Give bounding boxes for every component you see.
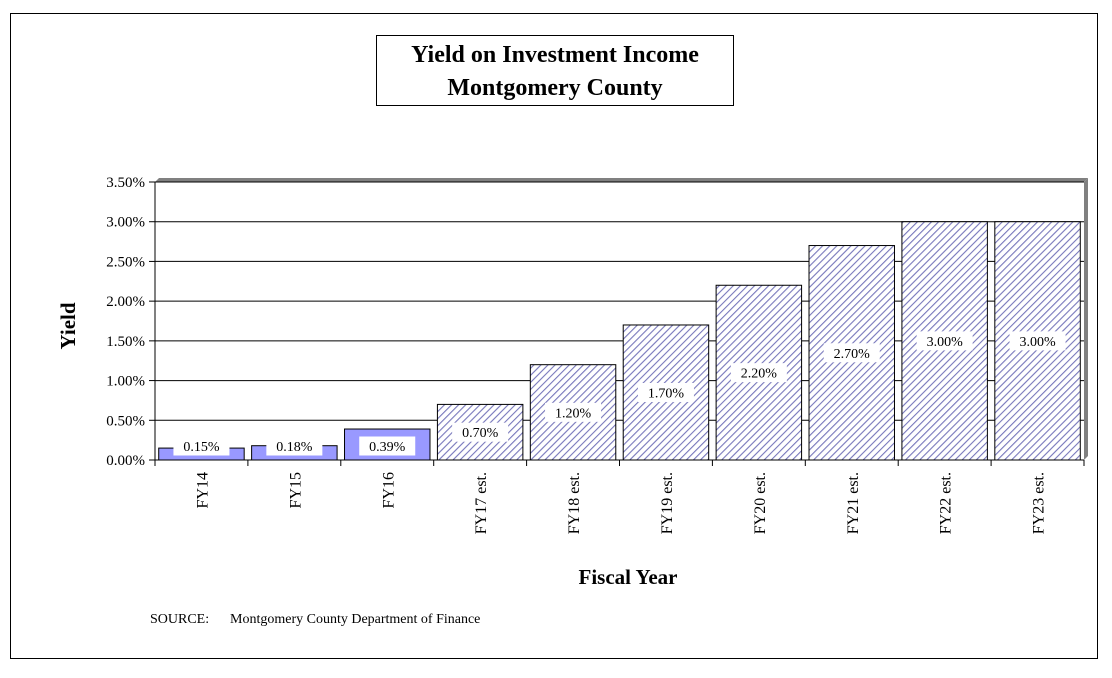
data-label-box: [545, 402, 602, 422]
x-tick-label: FY14: [194, 472, 211, 508]
data-label: 0.15%: [183, 440, 220, 455]
y-tick-label: 3.00%: [106, 215, 145, 231]
source-text: Montgomery County Department of Finance: [230, 612, 481, 627]
y-tick-label: 0.50%: [106, 413, 145, 429]
y-tick-label: 2.50%: [106, 254, 145, 270]
x-tick-label: FY15: [287, 472, 304, 508]
bar-labels: 0.15% 0.18% 0.39% 0.70% 1.20% 1.70% 2.20% 2.70%…: [173, 331, 1066, 456]
wall-right: [1084, 178, 1088, 460]
chart-title-line-2: Montgomery County: [447, 75, 663, 101]
x-tick-label: FY20 est.: [752, 472, 769, 534]
x-tick-label: FY18 est.: [566, 472, 583, 534]
data-label: 3.00%: [1019, 335, 1056, 350]
data-label: 3.00%: [927, 335, 964, 350]
data-label-box: [266, 436, 323, 456]
x-tick-label: FY19 est.: [659, 472, 676, 534]
y-tick-label: 2.00%: [106, 294, 145, 310]
x-tick-label: FY16: [380, 472, 397, 508]
data-label: 0.39%: [369, 440, 406, 455]
data-label-box: [1009, 331, 1066, 351]
data-label: 0.70%: [462, 426, 499, 441]
x-tick-label: FY23 est.: [1031, 472, 1048, 534]
source-label: SOURCE:: [150, 612, 210, 627]
wall-top: [155, 178, 1088, 182]
x-tick-label: FY22 est.: [938, 472, 955, 534]
y-tick-label: 1.00%: [106, 374, 145, 390]
axes: 0.00% 0.50% 1.00% 1.50% 2.00% 2.50% 3.00% 3.50%…: [106, 175, 1085, 534]
y-tick-label: 0.00%: [106, 453, 145, 469]
data-label: 1.20%: [555, 406, 592, 421]
data-label-box: [173, 436, 230, 456]
chart-frame: [10, 13, 1098, 659]
data-label-box: [359, 436, 416, 456]
data-label-box: [730, 363, 787, 383]
chart-title: Yield on Investment Income Montgomery Co…: [376, 35, 734, 106]
chart-title-line-1: Yield on Investment Income: [411, 42, 699, 68]
data-label-box: [637, 382, 694, 402]
bars: [158, 221, 1081, 461]
y-axis-label: Yield: [56, 302, 80, 349]
data-label: 0.18%: [276, 440, 313, 455]
x-axis-label: Fiscal Year: [579, 565, 678, 589]
data-label-box: [452, 422, 509, 442]
x-tick-label: FY17 est.: [473, 472, 490, 534]
data-label: 1.70%: [648, 386, 685, 401]
data-label-box: [823, 343, 880, 363]
data-label-box: [916, 331, 973, 351]
y-tick-label: 1.50%: [106, 334, 145, 350]
gridlines: [155, 181, 1084, 421]
source-note: SOURCE: Montgomery County Department of F…: [150, 612, 480, 628]
y-tick-label: 3.50%: [106, 175, 145, 191]
x-tick-label: FY21 est.: [845, 472, 862, 534]
data-label: 2.20%: [741, 367, 778, 382]
data-label: 2.70%: [834, 347, 871, 362]
